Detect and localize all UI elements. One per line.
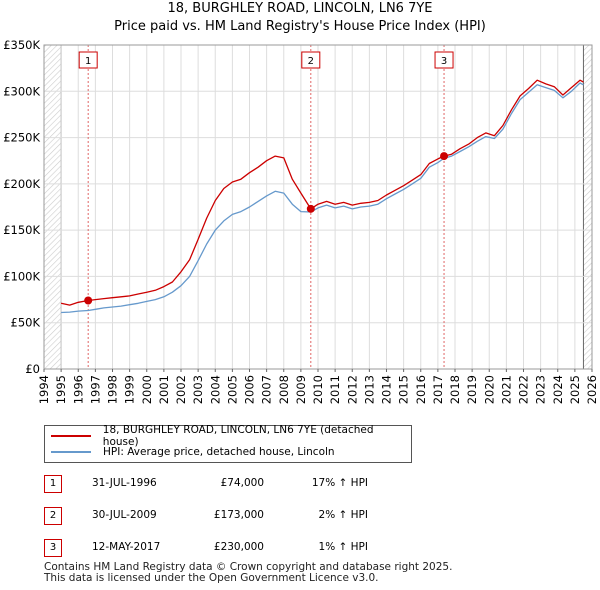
x-tick-label: 2026 [585, 375, 599, 404]
sale-marker-box [301, 51, 321, 69]
sale-marker-box [434, 51, 454, 69]
x-tick-label: 1997 [88, 375, 102, 404]
no-data-region-start [44, 45, 62, 369]
y-tick-label: £50K [11, 316, 41, 330]
y-tick-label: £0 [25, 362, 40, 376]
footer-attribution: Contains HM Land Registry data © Crown c… [44, 562, 452, 584]
y-tick-label: £300K [3, 84, 40, 98]
x-tick-label: 1999 [123, 375, 137, 404]
sale-price: £74,000 [220, 477, 264, 489]
x-tick-label: 2000 [140, 375, 154, 404]
sale-number-badge: 3 [44, 539, 62, 557]
legend-label-hpi: HPI: Average price, detached house, Linc… [103, 446, 335, 458]
sale-point [306, 204, 315, 213]
x-tick-label: 2007 [260, 375, 274, 404]
series-line-property [60, 79, 584, 306]
sale-hpi-change: 2% ↑ HPI [318, 509, 368, 521]
x-tick-label: 2017 [431, 375, 445, 404]
chart-legend: 18, BURGHLEY ROAD, LINCOLN, LN6 7YE (det… [44, 424, 412, 463]
x-tick-label: 2010 [311, 375, 325, 404]
chart-subtitle: Price paid vs. HM Land Registry's House … [114, 19, 486, 34]
x-tick-label: 1994 [37, 375, 51, 404]
sale-point [440, 152, 449, 161]
sale-price: £230,000 [213, 541, 264, 553]
footer-copyright: Contains HM Land Registry data © Crown c… [44, 561, 453, 573]
x-tick-label: 2005 [225, 375, 239, 404]
x-tick-label: 2008 [277, 375, 291, 404]
y-tick-label: £100K [3, 269, 40, 283]
legend-swatch-hpi [51, 451, 91, 453]
chart-title: 18, BURGHLEY ROAD, LINCOLN, LN6 7YE [167, 1, 433, 16]
x-tick-label: 2012 [345, 375, 359, 404]
footer-licence: This data is licensed under the Open Gov… [44, 572, 379, 584]
sale-date: 31-JUL-1996 [92, 477, 157, 489]
sale-hpi-change: 1% ↑ HPI [318, 541, 368, 553]
sale-price: £173,000 [213, 509, 264, 521]
x-tick-label: 2013 [362, 375, 376, 404]
x-tick-label: 2023 [534, 375, 548, 404]
x-tick-label: 2004 [208, 375, 222, 404]
legend-swatch-property [51, 435, 91, 437]
sale-date: 30-JUL-2009 [92, 509, 157, 521]
sale-number-badge: 2 [44, 507, 62, 525]
x-tick-label: 2019 [465, 375, 479, 404]
x-tick-label: 2018 [448, 375, 462, 404]
y-tick-label: £150K [3, 223, 40, 237]
sale-row: 1 31-JUL-1996 £74,000 17% ↑ HPI [44, 475, 564, 493]
sale-date: 12-MAY-2017 [92, 541, 161, 553]
x-tick-label: 2021 [499, 375, 513, 404]
sale-hpi-change: 17% ↑ HPI [311, 477, 368, 489]
y-tick-label: £200K [3, 177, 40, 191]
sale-row: 3 12-MAY-2017 £230,000 1% ↑ HPI [44, 539, 564, 557]
sale-row: 2 30-JUL-2009 £173,000 2% ↑ HPI [44, 507, 564, 525]
x-tick-label: 1996 [71, 375, 85, 404]
x-tick-label: 2014 [380, 375, 394, 404]
price-chart: 1 2 3 £0 £50K £100K £150K £200K £250K £300K £350K… [3, 38, 599, 404]
x-tick-label: 2009 [294, 375, 308, 404]
sale-number-badge: 1 [44, 475, 62, 493]
legend-item-hpi: HPI: Average price, detached house, Linc… [51, 444, 335, 460]
series-line-hpi [61, 82, 584, 314]
x-tick-label: 2001 [157, 375, 171, 404]
x-tick-label: 2015 [397, 375, 411, 404]
x-tick-label: 2020 [482, 375, 496, 404]
y-tick-label: £350K [3, 38, 40, 52]
x-tick-label: 2011 [328, 375, 342, 404]
y-tick-label: £250K [3, 131, 40, 145]
x-tick-label: 1998 [106, 375, 120, 404]
x-tick-label: 2024 [551, 375, 565, 404]
sale-marker-label: 3 [441, 56, 447, 67]
legend-label-property: 18, BURGHLEY ROAD, LINCOLN, LN6 7YE (det… [102, 424, 374, 448]
legend-item-property: 18, BURGHLEY ROAD, LINCOLN, LN6 7YE (det… [51, 424, 411, 448]
x-tick-label: 2025 [568, 375, 582, 404]
sale-marker-box [78, 51, 98, 69]
x-tick-label: 2006 [243, 375, 257, 404]
sale-point [84, 296, 93, 305]
x-tick-label: 2016 [414, 375, 428, 404]
no-data-region-end [583, 45, 592, 369]
x-tick-label: 2003 [191, 375, 205, 404]
sale-marker-label: 2 [308, 56, 314, 67]
x-tick-label: 2022 [517, 375, 531, 404]
x-tick-label: 2002 [174, 375, 188, 404]
x-tick-label: 1995 [54, 375, 68, 404]
sale-marker-label: 1 [85, 56, 91, 67]
